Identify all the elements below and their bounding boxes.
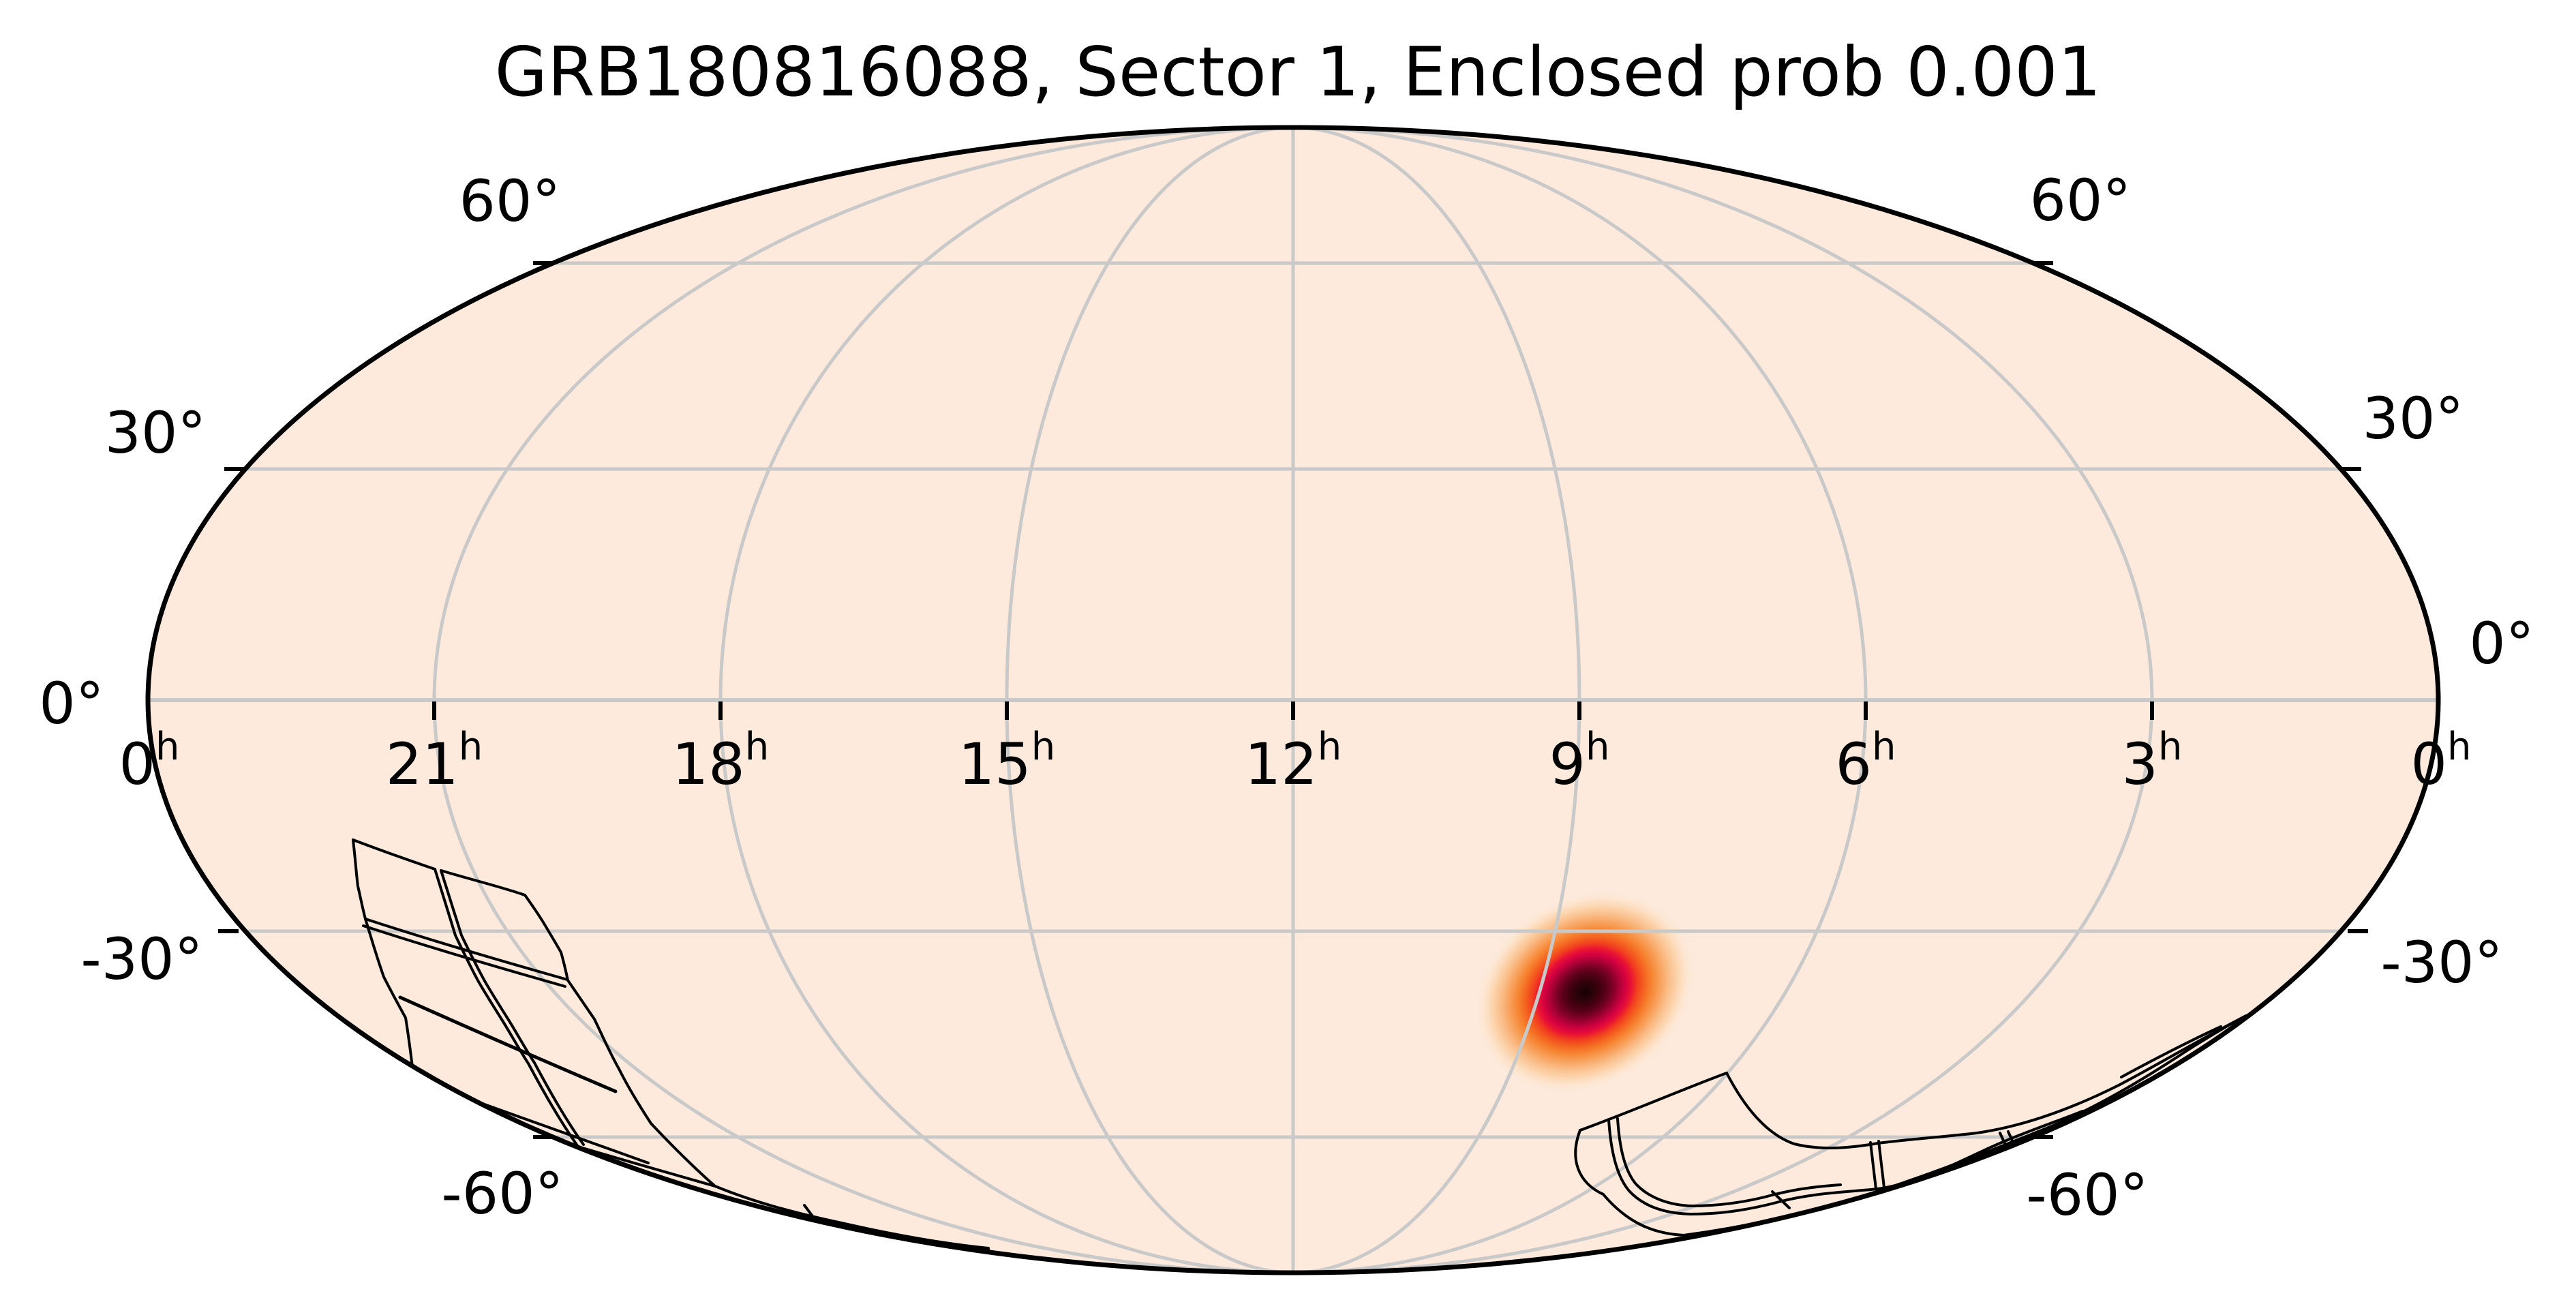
ra-unit: h xyxy=(155,725,180,769)
probability-blob xyxy=(1473,889,1697,1095)
ra-unit: h xyxy=(2447,725,2472,769)
footprint-left-ccd-gap-cross1-b xyxy=(362,924,566,988)
dec-label-right-m30: -30° xyxy=(2380,929,2502,996)
ra-label-21h: 21h xyxy=(386,725,483,798)
ra-value: 6 xyxy=(1836,731,1872,798)
ra-value: 21 xyxy=(386,731,459,798)
ra-value: 9 xyxy=(1549,731,1586,798)
ra-unit: h xyxy=(1318,725,1342,769)
footprint-left-leftedge xyxy=(352,838,414,1068)
ra-unit: h xyxy=(2158,725,2183,769)
ra-label-3h: 3h xyxy=(2122,725,2183,798)
footprint-right-hook-b xyxy=(1616,1117,1842,1207)
ra-label-12h: 12h xyxy=(1245,725,1342,798)
footprint-left-topedge-2 xyxy=(440,869,526,896)
ra-labels: 0h 21h 18h 15h 12h 9h 6h 3h 0h xyxy=(119,725,2472,798)
dec-label-right-m60: -60° xyxy=(2026,1162,2148,1228)
plot-title: GRB180816088, Sector 1, Enclosed prob 0.… xyxy=(495,32,2102,112)
dec-label-right-30: 30° xyxy=(2363,385,2464,452)
footprint-right-hook-a xyxy=(1607,1110,2084,1215)
footprint-left-tail-top xyxy=(714,1185,990,1250)
meridian-21h-3h xyxy=(432,127,2154,1273)
ra-label-0h-left: 0h xyxy=(119,725,180,798)
footprint-right-cross3 xyxy=(1771,1190,1791,1209)
probability-blob-layer xyxy=(1473,889,1697,1095)
dec-labels-left: 60° 30° 0° -30° -60° xyxy=(39,168,563,1227)
footprint-right-cross2-a xyxy=(1999,1132,2008,1149)
graticule xyxy=(148,127,2438,1273)
ra-value: 3 xyxy=(2122,731,2158,798)
ra-label-15h: 15h xyxy=(958,725,1055,798)
dec-label-right-60: 60° xyxy=(2030,167,2132,234)
ra-value: 0 xyxy=(119,731,155,798)
ra-unit: h xyxy=(1031,725,1056,769)
footprint-left-camera-gap-cross3-a xyxy=(472,1099,650,1164)
ra-unit: h xyxy=(745,725,770,769)
ra-value: 15 xyxy=(958,731,1031,798)
footprint-right-cross1-b xyxy=(1877,1140,1885,1189)
dec-labels-right: 60° 30° 0° -30° -60° xyxy=(2026,167,2534,1228)
footprint-left-ccd-gap-long-b xyxy=(440,869,585,1146)
ra-value: 18 xyxy=(672,731,745,798)
parallel-ticks xyxy=(218,261,2368,1139)
dec-label-left-m30: -30° xyxy=(80,926,202,993)
footprint-right-cross1-a xyxy=(1869,1141,1877,1190)
footprint-right-upper-left xyxy=(1579,1072,1728,1132)
ra-unit: h xyxy=(1586,725,1610,769)
meridian-18h-6h xyxy=(718,127,1868,1273)
meridian-ticks xyxy=(432,701,2154,720)
meridian-15h-9h xyxy=(1005,127,1581,1273)
ra-unit: h xyxy=(1872,725,1896,769)
dec-label-left-m60: -60° xyxy=(441,1160,563,1227)
ra-label-18h: 18h xyxy=(672,725,769,798)
footprint-left-camera-gap-cross2 xyxy=(398,995,618,1093)
ra-label-9h: 9h xyxy=(1549,725,1610,798)
footprint-left-ccd-gap-long-a xyxy=(434,868,579,1148)
footprint-left-topedge-1 xyxy=(352,838,436,871)
dec-label-right-0: 0° xyxy=(2469,610,2534,677)
dec-label-left-30: 30° xyxy=(105,399,207,466)
ra-value: 0 xyxy=(2411,731,2447,798)
dec-label-left-60: 60° xyxy=(459,168,561,235)
dec-label-left-0: 0° xyxy=(39,670,104,737)
sphere-outline xyxy=(145,125,2441,1275)
ra-label-0h-right: 0h xyxy=(2411,725,2472,798)
ra-value: 12 xyxy=(1245,731,1318,798)
ra-label-6h: 6h xyxy=(1836,725,1896,798)
footprint-left-rightedge xyxy=(524,894,716,1188)
footprint-left-ccd-gap-cross1-a xyxy=(364,918,569,981)
footprint-right-tail-inner xyxy=(2120,1025,2222,1078)
ra-unit: h xyxy=(459,725,483,769)
footprint-right-upper-edge xyxy=(1725,1014,2247,1150)
